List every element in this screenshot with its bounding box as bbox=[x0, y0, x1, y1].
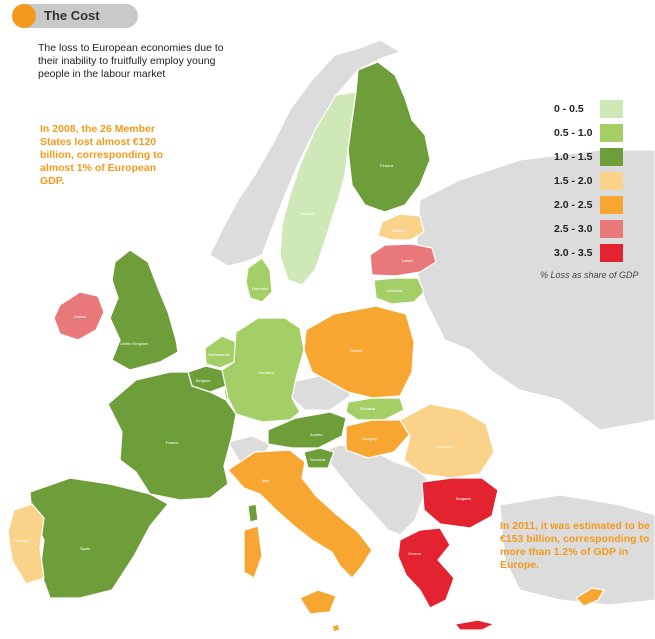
legend-swatch bbox=[600, 196, 623, 214]
legend-item: 0.5 - 1.0 bbox=[550, 124, 650, 142]
legend-item: 1.0 - 1.5 bbox=[550, 148, 650, 166]
country-slovenia bbox=[303, 447, 335, 469]
country-malta bbox=[331, 623, 341, 633]
legend-swatch bbox=[600, 124, 623, 142]
country-hungary bbox=[345, 419, 411, 459]
label-romania: Romania bbox=[436, 444, 453, 449]
label-lithuania: Lithuania bbox=[386, 288, 403, 293]
legend-label: 0.5 - 1.0 bbox=[554, 127, 593, 139]
legend-swatch bbox=[600, 100, 623, 118]
country-crete bbox=[453, 619, 496, 631]
country-labels: Finland Sweden Estonia Latvia Lithuania … bbox=[14, 163, 471, 556]
legend-item: 2.0 - 2.5 bbox=[550, 196, 650, 214]
note-2011: In 2011, it was estimated to be €153 bil… bbox=[500, 520, 650, 571]
label-greece: Greece bbox=[408, 551, 422, 556]
country-france bbox=[107, 371, 237, 501]
header-dot-icon bbox=[12, 4, 36, 28]
label-hungary: Hungary bbox=[362, 436, 377, 441]
legend-item: 1.5 - 2.0 bbox=[550, 172, 650, 190]
legend-label: 1.0 - 1.5 bbox=[554, 151, 593, 163]
legend-swatch bbox=[600, 148, 623, 166]
legend-caption: % Loss as share of GDP bbox=[540, 270, 639, 280]
legend-swatch bbox=[600, 244, 623, 262]
label-estonia: Estonia bbox=[392, 228, 406, 233]
country-denmark bbox=[245, 257, 273, 303]
label-latvia: Latvia bbox=[402, 258, 413, 263]
legend-item: 2.5 - 3.0 bbox=[550, 220, 650, 238]
country-sicily bbox=[299, 589, 337, 615]
legend-label: 1.5 - 2.0 bbox=[554, 175, 593, 187]
country-slovakia bbox=[345, 397, 405, 421]
country-greece bbox=[397, 527, 455, 609]
note-2008: In 2008, the 26 Member States lost almos… bbox=[40, 123, 164, 187]
russia-belarus-shape bbox=[414, 149, 655, 431]
country-ireland bbox=[53, 291, 105, 341]
label-slovakia: Slovakia bbox=[360, 406, 376, 411]
header-pill: The Cost bbox=[12, 4, 138, 28]
country-lithuania bbox=[373, 277, 425, 305]
label-france: France bbox=[166, 440, 179, 445]
country-sweden bbox=[279, 91, 357, 286]
legend-label: 2.0 - 2.5 bbox=[554, 199, 593, 211]
legend-label: 0 - 0.5 bbox=[554, 103, 584, 115]
label-austria: Austria bbox=[310, 432, 323, 437]
legend-label: 3.0 - 3.5 bbox=[554, 247, 593, 259]
norway-shape bbox=[209, 39, 402, 267]
label-poland: Poland bbox=[350, 348, 362, 353]
label-belgium: Belgium bbox=[196, 378, 211, 383]
label-united-kingdom: United Kingdom bbox=[120, 341, 149, 346]
country-finland bbox=[347, 61, 431, 213]
country-italy bbox=[227, 449, 373, 579]
label-bulgaria: Bulgaria bbox=[456, 496, 471, 501]
country-spain bbox=[29, 477, 169, 599]
label-netherlands: Netherlands bbox=[208, 352, 230, 357]
label-germany: Germany bbox=[258, 370, 274, 375]
country-united-kingdom bbox=[109, 249, 179, 371]
country-latvia bbox=[369, 243, 437, 277]
country-estonia bbox=[377, 213, 425, 241]
page-title: The Cost bbox=[44, 8, 100, 23]
country-germany bbox=[221, 317, 305, 423]
label-ireland: Ireland bbox=[74, 314, 86, 319]
country-corsica bbox=[247, 503, 259, 523]
label-italy: Italy bbox=[262, 478, 269, 483]
label-slovenia: Slovenia bbox=[310, 457, 326, 462]
legend-item: 3.0 - 3.5 bbox=[550, 244, 650, 262]
label-sweden: Sweden bbox=[300, 211, 314, 216]
non-member-lands bbox=[209, 39, 655, 606]
legend-item: 0 - 0.5 bbox=[550, 100, 650, 118]
label-denmark: Denmark bbox=[252, 286, 268, 291]
country-cyprus bbox=[575, 587, 605, 607]
label-finland: Finland bbox=[380, 163, 393, 168]
turkey-shape bbox=[499, 494, 655, 606]
label-spain: Spain bbox=[80, 546, 90, 551]
country-bulgaria bbox=[421, 477, 499, 529]
country-austria bbox=[267, 411, 347, 449]
country-poland bbox=[303, 305, 415, 399]
legend-swatch bbox=[600, 220, 623, 238]
country-romania bbox=[399, 403, 495, 479]
country-sardinia bbox=[243, 525, 263, 579]
subtitle: The loss to European economies due to th… bbox=[38, 42, 224, 80]
member-states bbox=[7, 61, 605, 633]
label-portugal: Portugal bbox=[14, 538, 29, 543]
country-portugal bbox=[7, 503, 45, 585]
legend-swatch bbox=[600, 172, 623, 190]
legend-label: 2.5 - 3.0 bbox=[554, 223, 593, 235]
